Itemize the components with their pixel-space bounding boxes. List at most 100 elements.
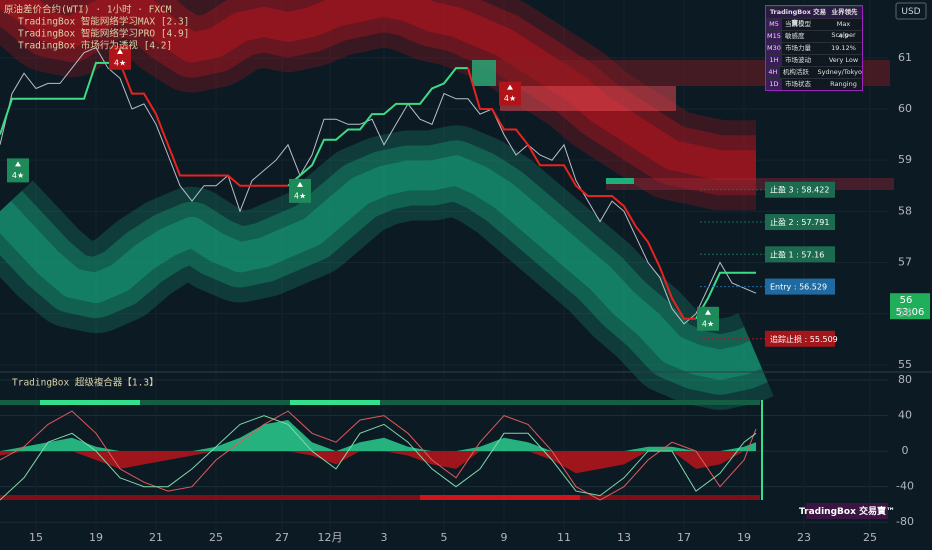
signal-label: 4★ <box>114 58 126 67</box>
x-tick-label: 21 <box>149 531 163 544</box>
zone <box>606 178 894 190</box>
currency-box <box>895 2 927 20</box>
trend-strip-bottom-bright <box>420 495 580 500</box>
table-cell: 市场波动 <box>785 56 811 64</box>
band <box>0 0 759 181</box>
trend-strip-top-bright <box>290 400 380 405</box>
signal-icon <box>15 161 21 167</box>
level-label: 止盈 1 : 57.16 <box>770 249 824 259</box>
table-cell: 当前模型 <box>785 20 811 28</box>
table-subtitle: 业界领先 <box>831 8 858 16</box>
signal-box <box>289 178 311 203</box>
table-row: M5 当前模型 Max Scalper <box>766 18 862 39</box>
table-cell: Very Low <box>828 56 859 64</box>
y-tick-label: 55 <box>898 358 912 371</box>
x-tick-label: 19 <box>737 531 751 544</box>
level-label: 止盈 2 : 57.791 <box>770 217 829 227</box>
indicator-label: TradingBox 智能网络学习MAX [2.3] <box>18 16 189 28</box>
table-row: M30 市场力量 19.12% <box>766 42 862 54</box>
countdown: 53:06 <box>896 307 925 318</box>
signal-label: 4★ <box>294 191 306 200</box>
currency: USD <box>901 7 920 17</box>
band <box>0 125 789 410</box>
table-cell: M30 <box>766 43 782 54</box>
table-cell: 机构活跃 <box>782 68 809 76</box>
table-cell: 市场状态 <box>785 80 811 88</box>
table-cell: 1H <box>766 55 782 66</box>
y-tick-label: 40 <box>898 409 912 422</box>
table-title: TradingBox 交易寶™ <box>769 8 827 27</box>
last-price-box <box>890 293 930 320</box>
table-row: M15 敏感度 4.9 <box>766 30 862 42</box>
x-tick-label: 12月 <box>318 531 343 544</box>
y-tick-label: 59 <box>898 153 912 166</box>
level-box <box>765 214 835 231</box>
table-row: 4H 机构活跃 Sydney/Tokyo <box>766 66 862 78</box>
level-label: 止盈 3 : 58.422 <box>770 185 829 195</box>
table-row: 1D 市场状态 Ranging <box>766 78 862 90</box>
y-tick-label: 60 <box>898 102 912 115</box>
trail-line <box>0 61 756 320</box>
table-cell: 1D <box>766 79 782 90</box>
table-cell: 敏感度 <box>785 32 805 40</box>
x-tick-label: 13 <box>617 531 631 544</box>
table-cell: 19.12% <box>831 44 856 52</box>
trend-strip-top-bright <box>40 400 140 405</box>
x-tick-label: 25 <box>863 531 877 544</box>
table-cell: 市场力量 <box>785 44 811 52</box>
bands <box>0 0 789 410</box>
trend-strip-bottom <box>0 495 760 500</box>
momentum-area <box>0 420 756 452</box>
table-header: TradingBox 交易寶™ 业界领先 <box>766 6 862 27</box>
x-tick-label: 15 <box>29 531 43 544</box>
indicator-label: TradingBox 智能网络学习PRO [4.9] <box>18 28 189 40</box>
oscillator-title: TradingBox 超级複合器【1.3】 <box>12 377 159 389</box>
level-label: Entry : 56.529 <box>770 283 827 292</box>
y-tick-label: 0 <box>902 444 909 457</box>
y-tick-label: 56 <box>898 307 912 320</box>
table-cell: 4.9 <box>838 32 849 40</box>
signal-box <box>499 81 521 106</box>
level-box <box>765 181 835 198</box>
info-table: TradingBox 交易寶™ 业界领先 M5 当前模型 Max Scalper M1… <box>765 5 863 91</box>
signal-icon <box>117 48 123 54</box>
momentum-neg-area <box>0 451 756 474</box>
y-tick-label: 80 <box>898 373 912 386</box>
y-tick-label: 61 <box>898 51 912 64</box>
table-cell: M15 <box>766 31 782 42</box>
signal-label: 4★ <box>12 171 24 180</box>
table-cell: Max Scalper <box>831 20 856 39</box>
band <box>0 0 789 211</box>
oscillator-line <box>0 415 757 501</box>
x-tick-label: 11 <box>557 531 571 544</box>
x-tick-label: 27 <box>275 531 289 544</box>
table-row: 1H 市场波动 Very Low <box>766 54 862 66</box>
x-tick-label: 25 <box>209 531 223 544</box>
band <box>0 140 774 395</box>
badge-box <box>806 503 888 519</box>
y-tick-label: -80 <box>896 515 914 528</box>
signal-icon <box>297 181 303 187</box>
table-cell: 4H <box>766 67 780 78</box>
chart-title: 原油差价合约(WTI) · 1小时 · FXCM <box>4 4 172 16</box>
band <box>0 155 762 380</box>
table-cell: M5 <box>766 19 782 30</box>
demand-box <box>472 60 496 86</box>
x-tick-label: 9 <box>501 531 508 544</box>
signal-box <box>697 306 719 331</box>
last-price: 56 <box>900 295 913 306</box>
y-tick-label: 57 <box>898 255 912 268</box>
signal-icon <box>705 309 711 315</box>
badge: TradingBox 交易寶™ <box>799 505 895 517</box>
price-line <box>0 46 757 325</box>
x-tick-label: 19 <box>89 531 103 544</box>
x-tick-label: 3 <box>381 531 388 544</box>
signal-icon <box>507 84 513 90</box>
level-box <box>765 246 835 263</box>
band <box>0 0 774 196</box>
level-label: 追踪止损 : 55.509 <box>770 334 838 344</box>
supply-zone-inner <box>500 86 676 111</box>
zone-green <box>606 178 634 184</box>
price-pane: 4★ 4★ 4★ 4★ 4★ 止盈 3 : 58.422 止盈 2 : 57.791 止盈 1… <box>0 45 930 347</box>
